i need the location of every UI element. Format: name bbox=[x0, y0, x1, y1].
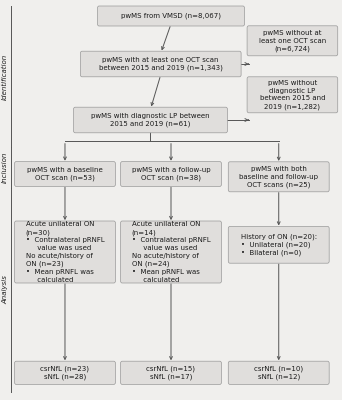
Text: pwMS with a follow-up
OCT scan (n=38): pwMS with a follow-up OCT scan (n=38) bbox=[132, 167, 210, 181]
Text: Inclusion: Inclusion bbox=[2, 152, 8, 183]
Text: csrNfL (n=23)
sNfL (n=28): csrNfL (n=23) sNfL (n=28) bbox=[40, 366, 90, 380]
Text: pwMS with a baseline
OCT scan (n=53): pwMS with a baseline OCT scan (n=53) bbox=[27, 167, 103, 181]
FancyBboxPatch shape bbox=[120, 162, 222, 186]
Text: History of ON (n=20):
•  Unilateral (n=20)
•  Bilateral (n=0): History of ON (n=20): • Unilateral (n=20… bbox=[241, 233, 317, 256]
Text: pwMS with both
baseline and follow-up
OCT scans (n=25): pwMS with both baseline and follow-up OC… bbox=[239, 166, 318, 188]
FancyBboxPatch shape bbox=[120, 221, 222, 283]
FancyBboxPatch shape bbox=[120, 361, 222, 384]
FancyBboxPatch shape bbox=[74, 107, 227, 133]
Text: Acute unilateral ON
(n=30)
•  Contralateral pRNFL
     value was used
No acute/h: Acute unilateral ON (n=30) • Contralater… bbox=[26, 221, 104, 283]
Text: pwMS from VMSD (n=8,067): pwMS from VMSD (n=8,067) bbox=[121, 13, 221, 19]
FancyBboxPatch shape bbox=[15, 162, 116, 186]
FancyBboxPatch shape bbox=[247, 77, 338, 113]
Text: Acute unilateral ON
(n=14)
•  Contralateral pRNFL
     value was used
No acute/h: Acute unilateral ON (n=14) • Contralater… bbox=[132, 221, 210, 283]
FancyBboxPatch shape bbox=[247, 26, 338, 56]
Text: pwMS without
diagnostic LP
between 2015 and
2019 (n=1,282): pwMS without diagnostic LP between 2015 … bbox=[260, 80, 325, 110]
Text: csrNfL (n=10)
sNfL (n=12): csrNfL (n=10) sNfL (n=12) bbox=[254, 366, 303, 380]
Text: Identification: Identification bbox=[2, 54, 8, 100]
Text: csrNfL (n=15)
sNfL (n=17): csrNfL (n=15) sNfL (n=17) bbox=[146, 366, 196, 380]
FancyBboxPatch shape bbox=[228, 361, 329, 384]
FancyBboxPatch shape bbox=[15, 221, 116, 283]
FancyBboxPatch shape bbox=[15, 361, 116, 384]
Text: pwMS with diagnostic LP between
2015 and 2019 (n=61): pwMS with diagnostic LP between 2015 and… bbox=[91, 113, 210, 127]
FancyBboxPatch shape bbox=[80, 51, 241, 77]
Text: Analysis: Analysis bbox=[2, 276, 8, 304]
FancyBboxPatch shape bbox=[228, 226, 329, 263]
Text: pwMS without at
least one OCT scan
(n=6,724): pwMS without at least one OCT scan (n=6,… bbox=[259, 30, 326, 52]
Text: pwMS with at least one OCT scan
between 2015 and 2019 (n=1,343): pwMS with at least one OCT scan between … bbox=[99, 57, 223, 71]
FancyBboxPatch shape bbox=[97, 6, 245, 26]
FancyBboxPatch shape bbox=[228, 162, 329, 192]
